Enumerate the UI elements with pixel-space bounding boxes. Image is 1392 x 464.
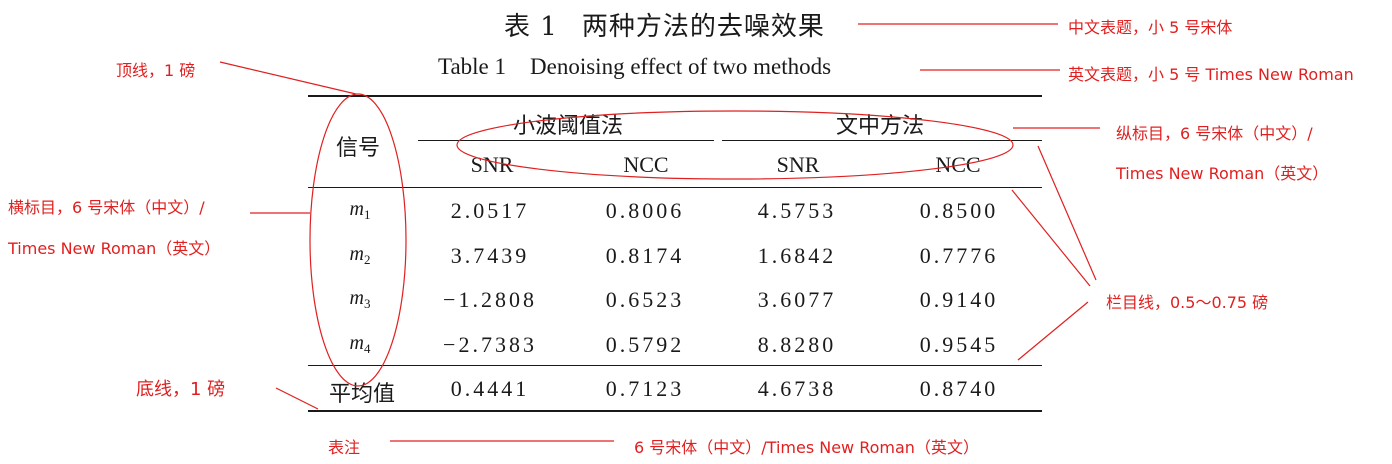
row-head-note-line1: 横标目，6 号宋体（中文）/: [8, 198, 205, 217]
table-cell: 0.6523: [605, 287, 685, 312]
table-cell: 0.8500: [919, 198, 999, 223]
table-cell: 0.4441: [450, 376, 530, 401]
table-cell: 0.7123: [605, 376, 685, 401]
bottom-rule-note: 底线，1 磅: [136, 379, 226, 400]
table-title-cn: 表 1 两种方法的去噪效果: [504, 6, 825, 43]
table-cell: 0.8006: [605, 198, 685, 223]
title-cn-note: 中文表题，小 5 号宋体: [1068, 18, 1233, 37]
table-number-cn: 表 1: [504, 12, 558, 42]
top-rule-note: 顶线，1 磅: [116, 61, 196, 80]
row-head-note-line2: Times New Roman（英文）: [8, 239, 221, 258]
column-head-ellipse: [456, 110, 1014, 180]
column-head-note-line1: 纵标目，6 号宋体（中文）/: [1116, 124, 1313, 143]
row-label-m2: m2: [349, 243, 371, 267]
table-cell: 0.5792: [605, 332, 685, 357]
table-cell: 3.6077: [757, 287, 837, 312]
table-title-en: Table 1 Denoising effect of two methods: [438, 54, 831, 80]
column-rule-leader-3: [1017, 301, 1089, 361]
group-rule-right: [722, 140, 1042, 141]
table-cell: −1.2808: [443, 287, 537, 312]
subheader-snr-2: SNR: [776, 152, 820, 177]
table-caption-cn: 两种方法的去噪效果: [581, 12, 825, 42]
row-label-m1: m1: [349, 198, 371, 222]
subheader-ncc-1: NCC: [623, 152, 669, 177]
top-rule-leader: [219, 61, 357, 95]
top-rule: [308, 95, 1042, 97]
table-cell: 3.7439: [450, 243, 530, 268]
stub-header: 信号: [335, 136, 380, 161]
column-rule-leader-1: [1037, 145, 1097, 281]
table-cell: 1.6842: [757, 243, 837, 268]
table-number-en: Table 1: [438, 54, 507, 79]
table-cell: 2.0517: [450, 198, 530, 223]
row-head-ellipse: [309, 93, 407, 387]
row-label-m4: m4: [349, 332, 371, 356]
table-cell: 4.5753: [757, 198, 837, 223]
table-note-text: 6 号宋体（中文）/Times New Roman（英文）: [634, 438, 979, 457]
table-cell: 4.6738: [757, 376, 837, 401]
table-cell: 0.8174: [605, 243, 685, 268]
table-cell: 0.8740: [919, 376, 999, 401]
bottom-rule: [308, 410, 1042, 412]
column-head-rule: [308, 187, 1042, 188]
row-label-m3: m3: [349, 287, 371, 311]
group-rule-left: [418, 140, 714, 141]
bottom-rule-leader: [275, 387, 319, 410]
title-en-note: 英文表题，小 5 号 Times New Roman: [1068, 65, 1354, 84]
table-caption-en: Denoising effect of two methods: [530, 54, 832, 79]
column-rule-note: 栏目线，0.5～0.75 磅: [1106, 293, 1269, 312]
table-cell: −2.7383: [443, 332, 537, 357]
subheader-ncc-2: NCC: [935, 152, 981, 177]
average-label: 平均值: [328, 382, 395, 407]
average-rule: [308, 365, 1042, 366]
table-cell: 0.9545: [919, 332, 999, 357]
table-cell: 0.9140: [919, 287, 999, 312]
column-rule-leader-2: [1011, 189, 1091, 287]
table-cell: 0.7776: [919, 243, 999, 268]
column-head-note-line2: Times New Roman（英文）: [1116, 164, 1329, 183]
table-cell: 8.8280: [757, 332, 837, 357]
table-note-label: 表注: [328, 438, 361, 457]
